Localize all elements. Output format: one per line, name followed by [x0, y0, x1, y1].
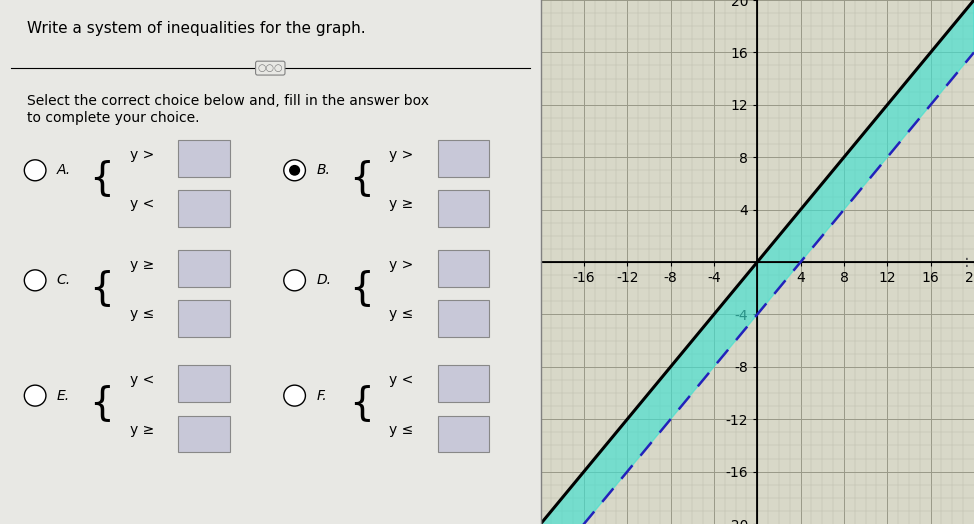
Text: y <: y <	[390, 373, 413, 387]
Text: {: {	[90, 385, 114, 422]
Circle shape	[24, 270, 46, 291]
Text: y ≥: y ≥	[130, 258, 154, 271]
FancyBboxPatch shape	[438, 416, 489, 452]
FancyBboxPatch shape	[438, 190, 489, 227]
Text: {: {	[90, 269, 114, 307]
FancyBboxPatch shape	[178, 140, 230, 177]
Text: y >: y >	[390, 258, 413, 271]
FancyBboxPatch shape	[438, 300, 489, 337]
Text: y ≤: y ≤	[390, 423, 413, 436]
Circle shape	[283, 270, 306, 291]
FancyBboxPatch shape	[438, 140, 489, 177]
Text: y <: y <	[130, 373, 154, 387]
Text: y ≤: y ≤	[390, 308, 413, 321]
Circle shape	[283, 385, 306, 406]
Text: y <: y <	[130, 198, 154, 211]
Text: ○○○: ○○○	[257, 63, 283, 73]
Text: :: :	[964, 253, 970, 271]
Text: {: {	[349, 385, 373, 422]
Text: Select the correct choice below and, fill in the answer box
to complete your cho: Select the correct choice below and, fil…	[27, 94, 429, 125]
FancyBboxPatch shape	[178, 300, 230, 337]
Text: y ≥: y ≥	[390, 198, 413, 211]
Text: E.: E.	[56, 389, 70, 402]
Text: {: {	[349, 159, 373, 197]
Text: {: {	[90, 159, 114, 197]
Text: y ≥: y ≥	[130, 423, 154, 436]
Text: C.: C.	[56, 274, 71, 287]
FancyBboxPatch shape	[178, 416, 230, 452]
Circle shape	[24, 160, 46, 181]
Text: B.: B.	[317, 163, 330, 177]
Circle shape	[283, 160, 306, 181]
Text: F.: F.	[317, 389, 327, 402]
Text: A.: A.	[56, 163, 71, 177]
FancyBboxPatch shape	[178, 190, 230, 227]
FancyBboxPatch shape	[438, 365, 489, 402]
Text: {: {	[349, 269, 373, 307]
Text: D.: D.	[317, 274, 331, 287]
Circle shape	[289, 166, 299, 175]
Text: y >: y >	[130, 148, 154, 161]
Text: y >: y >	[390, 148, 413, 161]
Circle shape	[24, 385, 46, 406]
Text: Write a system of inequalities for the graph.: Write a system of inequalities for the g…	[27, 21, 365, 36]
FancyBboxPatch shape	[178, 365, 230, 402]
FancyBboxPatch shape	[438, 250, 489, 287]
Text: y ≤: y ≤	[130, 308, 154, 321]
FancyBboxPatch shape	[178, 250, 230, 287]
